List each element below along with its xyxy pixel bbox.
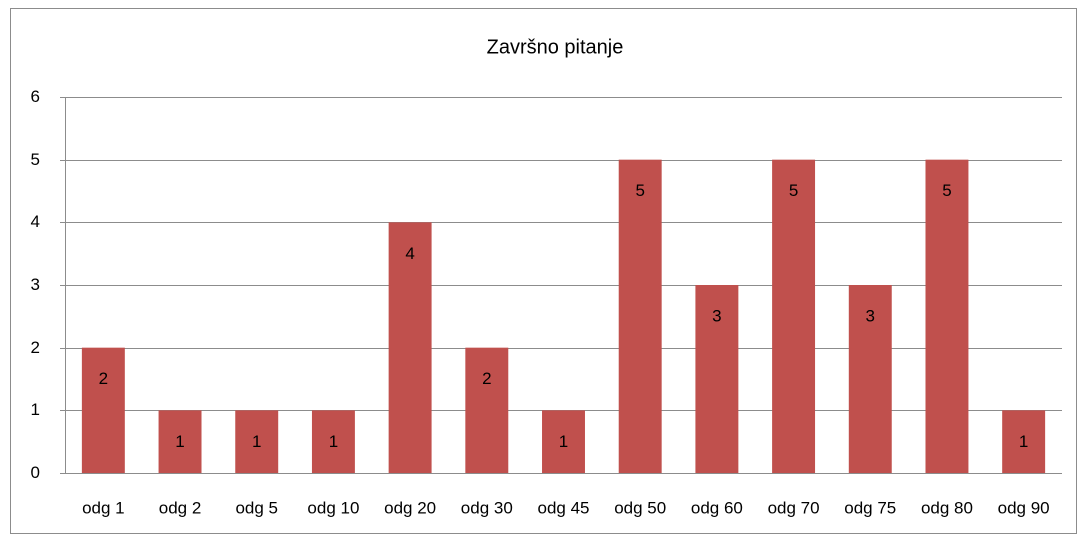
y-tick-label: 6 [31,87,40,106]
y-tick-label: 5 [31,150,40,169]
x-tick-label: odg 60 [691,498,743,517]
data-label: 5 [789,181,798,200]
x-tick-label: odg 2 [159,498,202,517]
bar [618,159,662,473]
bar [542,410,585,473]
data-label: 4 [405,244,414,263]
x-tick-label: odg 90 [998,498,1050,517]
x-tick-label: odg 10 [307,498,359,517]
x-tick-label: odg 75 [844,498,896,517]
x-tick-label: odg 70 [768,498,820,517]
bar [311,410,355,473]
x-tick-label: odg 50 [614,498,666,517]
data-label: 3 [712,306,721,325]
x-tick-label: odg 45 [538,498,590,517]
data-label: 2 [99,369,108,388]
y-tick-label: 4 [31,212,40,231]
x-tick-label: odg 20 [384,498,436,517]
x-tick-label: odg 80 [921,498,973,517]
x-tick-label: odg 1 [82,498,125,517]
bar [388,222,432,473]
bar [81,347,125,473]
data-label: 1 [175,432,184,451]
bar [235,410,279,473]
data-label: 5 [635,181,644,200]
y-tick-label: 2 [31,338,40,357]
y-tick-label: 0 [31,463,40,482]
bar [695,285,739,473]
x-tick-label: odg 30 [461,498,513,517]
data-label: 3 [866,306,875,325]
bar [465,347,509,473]
bar [925,159,969,473]
bar [1002,410,1046,473]
x-tick-label: odg 5 [235,498,278,517]
data-label: 1 [559,432,568,451]
data-label: 1 [1019,432,1028,451]
data-label: 2 [482,369,491,388]
y-tick-label: 3 [31,275,40,294]
data-label: 1 [329,432,338,451]
bar [772,159,816,473]
y-tick-label: 1 [31,400,40,419]
bar [848,285,892,473]
data-label: 1 [252,432,261,451]
bar [158,410,202,473]
data-label: 5 [942,181,951,200]
chart-title: Završno pitanje [487,36,624,58]
